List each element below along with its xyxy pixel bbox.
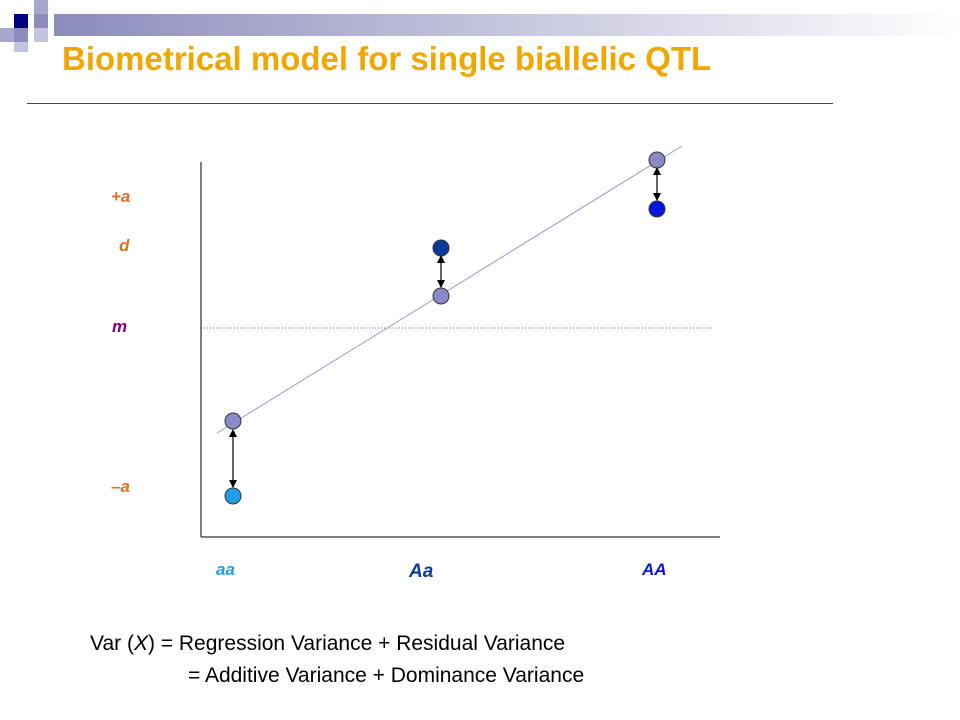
slide-title: Biometrical model for single biallelic Q… (62, 40, 712, 77)
decor-square (0, 28, 14, 42)
decor-square (34, 0, 48, 14)
genotype-point-AA (648, 200, 666, 218)
y-label-d: d (119, 236, 130, 255)
decor-square (14, 14, 28, 28)
formula-line-2: = Additive Variance + Dominance Variance (188, 664, 585, 687)
regression-line (216, 145, 683, 434)
formula-line-1: Var (X) = Regression Variance + Residual… (90, 628, 584, 660)
formula-variable-x: X (133, 632, 148, 655)
genotype-point-Aa (432, 239, 450, 257)
decor-square (14, 42, 28, 52)
corner-decoration (0, 0, 960, 52)
predicted-point-aa (224, 412, 242, 430)
genotype-point-aa (224, 487, 242, 505)
biometrical-diagram: +a d m –a aa Aa AA (111, 145, 720, 582)
y-label-plus-a: +a (111, 187, 130, 206)
title-gradient-bar (54, 14, 960, 36)
y-label-minus-a: –a (111, 477, 130, 496)
decor-square (34, 28, 48, 42)
variance-formula: Var (X) = Regression Variance + Residual… (90, 628, 584, 692)
predicted-point-Aa (432, 287, 450, 305)
x-label-AA: AA (641, 560, 667, 579)
x-label-aa: aa (216, 560, 235, 579)
title-divider (27, 103, 833, 104)
y-label-m: m (112, 317, 127, 336)
formula-line-1-suffix: ) = Regression Variance + Residual Varia… (147, 632, 566, 655)
x-label-Aa: Aa (408, 561, 434, 582)
decor-square (14, 28, 28, 42)
formula-line-1-prefix: Var ( (90, 632, 134, 655)
decor-square (34, 14, 48, 28)
predicted-point-AA (648, 151, 666, 169)
